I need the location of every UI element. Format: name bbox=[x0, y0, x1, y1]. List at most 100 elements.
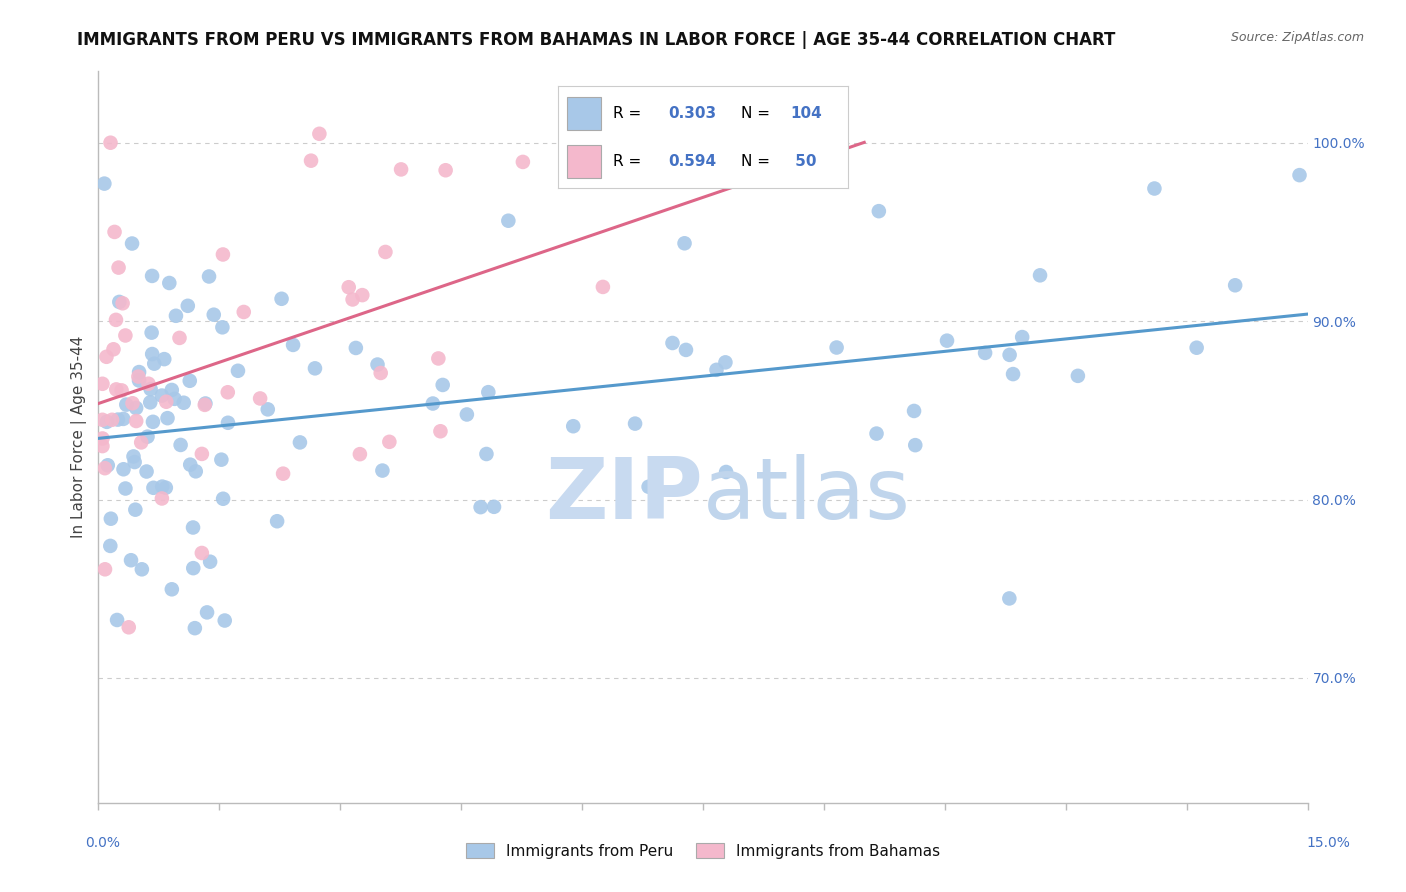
Point bbox=[124, 502, 146, 516]
Point bbox=[94, 562, 117, 576]
Point bbox=[91, 439, 114, 453]
Point bbox=[868, 204, 890, 219]
Point bbox=[512, 155, 534, 169]
Point bbox=[904, 438, 927, 452]
Point bbox=[936, 334, 959, 348]
Point bbox=[150, 480, 173, 494]
Point bbox=[389, 162, 412, 177]
Point bbox=[195, 606, 218, 620]
Point bbox=[96, 350, 118, 364]
Point bbox=[903, 404, 925, 418]
Point bbox=[184, 621, 207, 635]
Point bbox=[1067, 368, 1090, 383]
Point bbox=[125, 401, 148, 415]
Point bbox=[98, 539, 121, 553]
Point bbox=[179, 458, 201, 472]
Text: Source: ZipAtlas.com: Source: ZipAtlas.com bbox=[1230, 31, 1364, 45]
Point bbox=[121, 396, 143, 410]
Point bbox=[96, 415, 118, 429]
Point bbox=[865, 426, 887, 441]
Point bbox=[429, 424, 451, 438]
Point bbox=[115, 398, 138, 412]
Point bbox=[191, 546, 214, 560]
Point bbox=[637, 480, 659, 494]
Point bbox=[211, 320, 233, 334]
Point bbox=[714, 355, 737, 369]
Point bbox=[374, 244, 396, 259]
Point bbox=[661, 336, 683, 351]
Point bbox=[349, 447, 371, 461]
Point bbox=[136, 430, 159, 444]
Point bbox=[432, 378, 454, 392]
Point bbox=[475, 447, 498, 461]
Point bbox=[141, 347, 163, 361]
Point bbox=[477, 385, 499, 400]
Point bbox=[562, 419, 585, 434]
Point bbox=[1223, 278, 1246, 293]
Point bbox=[1029, 268, 1052, 283]
Point bbox=[155, 481, 177, 495]
Point bbox=[150, 388, 173, 402]
Point bbox=[281, 338, 304, 352]
Point bbox=[118, 620, 141, 634]
Point bbox=[592, 280, 614, 294]
Point bbox=[337, 280, 360, 294]
Point bbox=[198, 555, 221, 569]
Point bbox=[226, 364, 249, 378]
Point bbox=[155, 394, 177, 409]
Point bbox=[160, 582, 183, 597]
Point bbox=[808, 127, 831, 141]
Point bbox=[470, 500, 492, 515]
Point bbox=[97, 458, 120, 473]
Point bbox=[1143, 181, 1166, 195]
Point bbox=[232, 305, 254, 319]
Point bbox=[998, 348, 1021, 362]
Text: ZIP: ZIP bbox=[546, 454, 703, 537]
Point bbox=[173, 396, 195, 410]
Point bbox=[308, 127, 330, 141]
Point bbox=[482, 500, 505, 514]
Point bbox=[498, 213, 520, 227]
Point bbox=[104, 313, 127, 327]
Point bbox=[101, 413, 124, 427]
Point bbox=[422, 396, 444, 410]
Point bbox=[141, 268, 163, 283]
Point bbox=[122, 450, 145, 464]
Point bbox=[103, 343, 125, 357]
Point bbox=[181, 561, 204, 575]
Text: 0.0%: 0.0% bbox=[86, 836, 120, 850]
Point bbox=[128, 365, 150, 379]
Point bbox=[212, 247, 235, 261]
Point bbox=[142, 481, 165, 495]
Point bbox=[198, 269, 221, 284]
Point bbox=[142, 415, 165, 429]
Point bbox=[177, 299, 200, 313]
Point bbox=[184, 464, 207, 478]
Point bbox=[100, 512, 122, 526]
Point bbox=[706, 363, 728, 377]
Point bbox=[114, 328, 136, 343]
Point bbox=[1002, 367, 1025, 381]
Point bbox=[271, 467, 294, 481]
Point bbox=[456, 408, 478, 422]
Point bbox=[675, 343, 697, 357]
Point bbox=[256, 402, 278, 417]
Point bbox=[194, 396, 217, 410]
Point bbox=[217, 385, 239, 400]
Point bbox=[94, 461, 117, 475]
Point bbox=[427, 351, 450, 366]
Point bbox=[169, 438, 191, 452]
Point bbox=[143, 357, 166, 371]
Point bbox=[141, 326, 163, 340]
Point bbox=[169, 331, 191, 345]
Point bbox=[288, 435, 311, 450]
Point bbox=[129, 435, 152, 450]
Point bbox=[1011, 330, 1033, 344]
Point bbox=[163, 392, 186, 406]
Point bbox=[91, 432, 114, 446]
Point bbox=[370, 366, 392, 380]
Point bbox=[124, 455, 146, 469]
Point bbox=[103, 225, 125, 239]
Point bbox=[212, 491, 235, 506]
Point bbox=[1288, 168, 1310, 182]
